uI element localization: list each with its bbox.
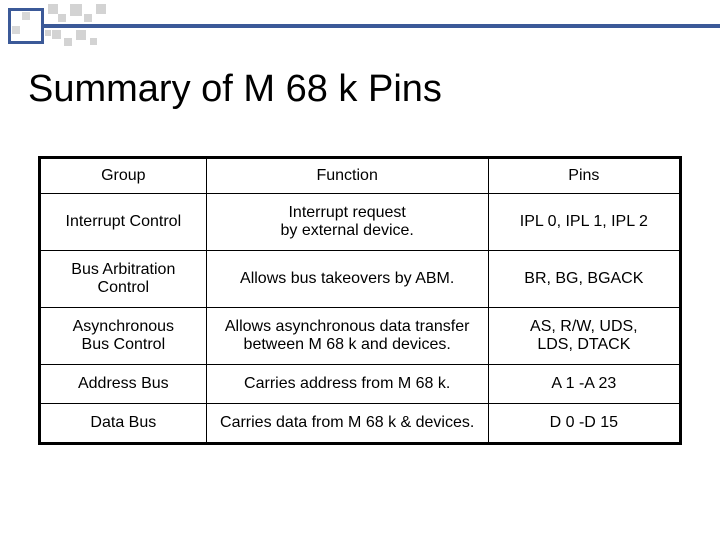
deco-square	[12, 26, 20, 34]
table-row: AsynchronousBus Control Allows asynchron…	[40, 308, 681, 365]
deco-square	[70, 4, 82, 16]
table-row: Address Bus Carries address from M 68 k.…	[40, 365, 681, 404]
deco-square	[48, 4, 58, 14]
table-row: Data Bus Carries data from M 68 k & devi…	[40, 404, 681, 444]
pins-table-wrap: Group Function Pins Interrupt Control In…	[38, 156, 682, 445]
deco-square	[96, 4, 106, 14]
th-group: Group	[40, 158, 207, 194]
cell-function: Carries data from M 68 k & devices.	[206, 404, 488, 444]
cell-group: Data Bus	[40, 404, 207, 444]
cell-pins: D 0 -D 15	[488, 404, 680, 444]
cell-function: Interrupt requestby external device.	[206, 194, 488, 251]
slide-title: Summary of M 68 k Pins	[28, 68, 442, 111]
cell-pins: A 1 -A 23	[488, 365, 680, 404]
cell-function: Allows asynchronous data transferbetween…	[206, 308, 488, 365]
cell-function: Carries address from M 68 k.	[206, 365, 488, 404]
table-row: Bus ArbitrationControl Allows bus takeov…	[40, 251, 681, 308]
deco-square	[52, 30, 61, 39]
cell-group: Address Bus	[40, 365, 207, 404]
th-function: Function	[206, 158, 488, 194]
cell-pins: IPL 0, IPL 1, IPL 2	[488, 194, 680, 251]
cell-group: Bus ArbitrationControl	[40, 251, 207, 308]
deco-square	[58, 14, 66, 22]
deco-square	[45, 30, 51, 36]
deco-square	[64, 38, 72, 46]
cell-group: AsynchronousBus Control	[40, 308, 207, 365]
cell-pins: AS, R/W, UDS,LDS, DTACK	[488, 308, 680, 365]
table-row: Interrupt Control Interrupt requestby ex…	[40, 194, 681, 251]
cell-function: Allows bus takeovers by ABM.	[206, 251, 488, 308]
pins-table: Group Function Pins Interrupt Control In…	[38, 156, 682, 445]
slide-deco-line	[44, 24, 720, 28]
th-pins: Pins	[488, 158, 680, 194]
deco-square	[90, 38, 97, 45]
deco-square	[84, 14, 92, 22]
cell-group: Interrupt Control	[40, 194, 207, 251]
deco-square	[76, 30, 86, 40]
table-header-row: Group Function Pins	[40, 158, 681, 194]
deco-square	[22, 12, 30, 20]
cell-pins: BR, BG, BGACK	[488, 251, 680, 308]
